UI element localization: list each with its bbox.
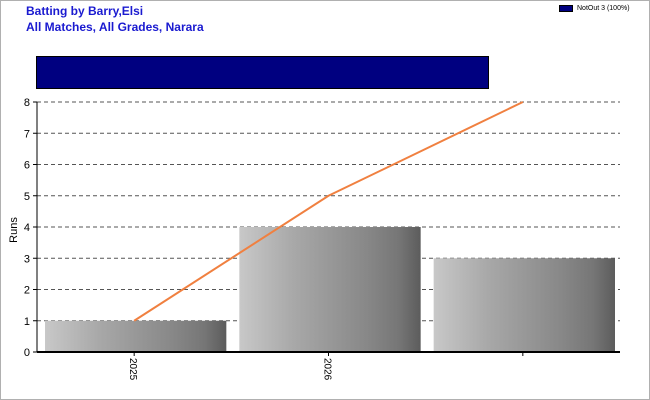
bar <box>433 258 615 352</box>
x-tick-label: 2026 <box>322 358 333 381</box>
y-tick-label: 3 <box>24 253 30 265</box>
y-tick-label: 7 <box>24 128 30 140</box>
legend: NotOut 3 (100%) <box>559 5 630 12</box>
y-tick-label: 4 <box>24 222 30 234</box>
not-out-bar <box>36 56 489 89</box>
y-tick-label: 5 <box>24 191 30 203</box>
y-tick-label: 6 <box>24 160 30 172</box>
chart-title: Batting by Barry,Elsi <box>26 4 144 18</box>
y-tick-label: 1 <box>24 316 30 328</box>
not-out-bar-fill <box>37 57 488 88</box>
y-axis-label: Runs <box>8 217 20 243</box>
y-tick-label: 8 <box>24 97 30 109</box>
bar <box>239 227 421 352</box>
chart-subtitle: All Matches, All Grades, Narara <box>26 20 204 34</box>
legend-label: NotOut 3 (100%) <box>577 5 630 12</box>
runs-line <box>133 101 524 322</box>
y-tick-label: 0 <box>24 347 30 359</box>
legend-swatch <box>559 5 573 12</box>
x-tick-label: 2025 <box>127 358 138 381</box>
bar <box>45 320 227 352</box>
y-tick-label: 2 <box>24 285 30 297</box>
